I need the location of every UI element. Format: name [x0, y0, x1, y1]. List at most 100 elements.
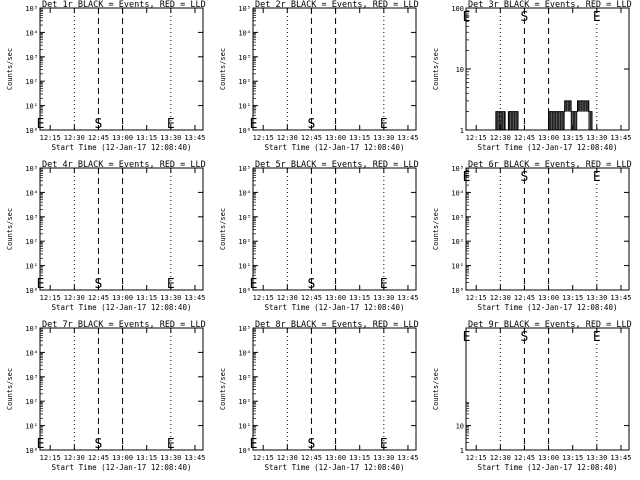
det-1-marker-e: E	[167, 117, 175, 132]
det-7-ytick-label: 10²	[25, 398, 38, 406]
det-4-xtick-label: 13:30	[160, 294, 181, 302]
det-6-marker-s: S	[521, 170, 529, 185]
det-9-plot-frame	[465, 327, 630, 451]
det-3-title: Det 3r BLACK = Events, RED = LLD	[468, 0, 632, 10]
det-5-marker-e: E	[250, 277, 258, 292]
det-9-xtick-label: 13:45	[610, 454, 631, 462]
det-3-xtick-label: 13:15	[562, 134, 583, 142]
det-6-xtick-label: 12:45	[514, 294, 535, 302]
det-7-xtick-label: 13:15	[136, 454, 157, 462]
det-1-xtick-label: 12:15	[40, 134, 61, 142]
det-1-ylabel: Counts/sec	[6, 48, 14, 90]
det-2-xtick-label: 12:30	[277, 134, 298, 142]
det-8-ytick-label: 10¹	[238, 423, 251, 431]
det-7-xtick-label: 12:15	[40, 454, 61, 462]
det-3-marker-e: E	[593, 10, 601, 25]
det-4-marker-e: E	[37, 277, 45, 292]
det-8-xtick-label: 13:00	[325, 454, 346, 462]
det-5-title: Det 5r BLACK = Events, RED = LLD	[255, 160, 419, 170]
det-2-plot-frame	[252, 7, 417, 131]
det-1-title: Det 1r BLACK = Events, RED = LLD	[42, 0, 206, 10]
det-8-xtick-label: 13:45	[397, 454, 418, 462]
det-2-xtick-label: 12:45	[301, 134, 322, 142]
det-7-ytick-label: 10⁴	[25, 349, 38, 357]
det-4-ytick-label: 10⁵	[25, 165, 38, 173]
det-7-ytick-label: 10⁰	[25, 447, 38, 455]
det-7-xtick-label: 12:30	[64, 454, 85, 462]
det-6-marker-e: E	[463, 170, 471, 185]
det-6-plot-frame	[465, 167, 630, 291]
det-1-plot-frame	[39, 7, 204, 131]
det-8-xtick-label: 13:30	[373, 454, 394, 462]
det-9-ylabel: Counts/sec	[432, 368, 440, 410]
det-8-ytick-label: 10⁰	[238, 447, 251, 455]
det-2-marker-e: E	[250, 117, 258, 132]
det-4-ytick-label: 10¹	[25, 263, 38, 271]
det-7-ytick-label: 10⁵	[25, 325, 38, 333]
det-2-ytick-label: 10⁴	[238, 29, 251, 37]
det-4-plot-frame	[39, 167, 204, 291]
det-4-ytick-label: 10⁰	[25, 287, 38, 295]
det-7-marker-e: E	[37, 437, 45, 452]
det-1-ytick-label: 10¹	[25, 103, 38, 111]
det-7-xlabel: Start Time (12-Jan-17 12:08:40)	[52, 463, 192, 472]
det-5-xtick-label: 13:45	[397, 294, 418, 302]
det-8-xtick-label: 12:45	[301, 454, 322, 462]
det-1-ytick-label: 10⁴	[25, 29, 38, 37]
det-8-marker-e: E	[380, 437, 388, 452]
det-1-marker-e: E	[37, 117, 45, 132]
det-8-xlabel: Start Time (12-Jan-17 12:08:40)	[265, 463, 405, 472]
det-5-marker-s: S	[308, 277, 316, 292]
det-5-ytick-label: 10³	[238, 214, 251, 222]
det-7-xtick-label: 12:45	[88, 454, 109, 462]
det-9-xtick-label: 12:15	[466, 454, 487, 462]
det-4-xtick-label: 13:15	[136, 294, 157, 302]
det-6-xtick-label: 13:00	[538, 294, 559, 302]
det-4-ytick-label: 10³	[25, 214, 38, 222]
det-8-plot-frame	[252, 327, 417, 451]
det-9-xtick-label: 13:15	[562, 454, 583, 462]
det-4-ytick-label: 10²	[25, 238, 38, 246]
det-3-marker-e: E	[463, 10, 471, 25]
det-2-ylabel: Counts/sec	[219, 48, 227, 90]
det-6-xtick-label: 12:30	[490, 294, 511, 302]
det-7-ylabel: Counts/sec	[6, 368, 14, 410]
det-1-xtick-label: 13:00	[112, 134, 133, 142]
det-9-marker-e: E	[463, 330, 471, 345]
det-1-ytick-label: 10⁰	[25, 127, 38, 135]
det-8-title: Det 8r BLACK = Events, RED = LLD	[255, 320, 419, 330]
det-4-ytick-label: 10⁴	[25, 189, 38, 197]
det-2-xtick-label: 13:15	[349, 134, 370, 142]
det-2-title: Det 2r BLACK = Events, RED = LLD	[255, 0, 419, 10]
det-9-marker-s: S	[521, 330, 529, 345]
det-1-xtick-label: 13:15	[136, 134, 157, 142]
det-3-xlabel: Start Time (12-Jan-17 12:08:40)	[478, 143, 618, 152]
det-3-marker-s: S	[521, 10, 529, 25]
det-6-ytick-label: 10⁵	[451, 165, 464, 173]
det-9-ytick-label: 10	[456, 423, 464, 431]
det-1-xtick-label: 13:45	[184, 134, 205, 142]
det-8-xtick-label: 12:15	[253, 454, 274, 462]
det-7-xtick-label: 13:30	[160, 454, 181, 462]
det-8-ytick-label: 10⁴	[238, 349, 251, 357]
det-3-xtick-label: 13:00	[538, 134, 559, 142]
det-2-marker-e: E	[380, 117, 388, 132]
det-5-xtick-label: 13:15	[349, 294, 370, 302]
det-8-xtick-label: 13:15	[349, 454, 370, 462]
det-5-plot-frame	[252, 167, 417, 291]
det-4-xtick-label: 13:00	[112, 294, 133, 302]
det-9-xlabel: Start Time (12-Jan-17 12:08:40)	[478, 463, 618, 472]
det-2-ytick-label: 10⁵	[238, 5, 251, 13]
det-2-ytick-label: 10³	[238, 54, 251, 62]
det-5-xtick-label: 12:30	[277, 294, 298, 302]
det-6-xlabel: Start Time (12-Jan-17 12:08:40)	[478, 303, 618, 312]
det-5-marker-e: E	[380, 277, 388, 292]
det-8-marker-s: S	[308, 437, 316, 452]
det-1-xtick-label: 12:30	[64, 134, 85, 142]
det-5-xlabel: Start Time (12-Jan-17 12:08:40)	[265, 303, 405, 312]
det-2-xlabel: Start Time (12-Jan-17 12:08:40)	[265, 143, 405, 152]
det-4-title: Det 4r BLACK = Events, RED = LLD	[42, 160, 206, 170]
det-9-xtick-label: 12:30	[490, 454, 511, 462]
det-8-ylabel: Counts/sec	[219, 368, 227, 410]
